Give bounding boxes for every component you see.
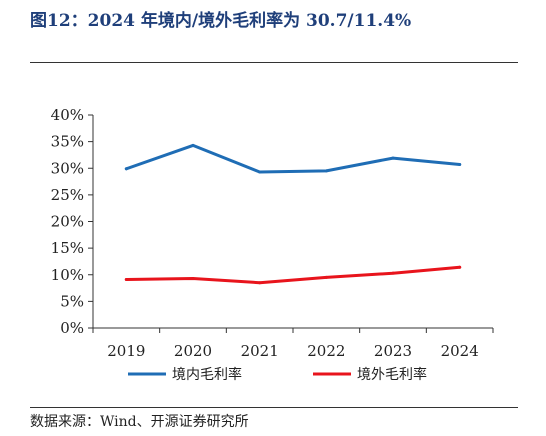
figure-title: 图12：2024 年境内/境外毛利率为 30.7/11.4% bbox=[30, 11, 412, 31]
x-tick-label: 2019 bbox=[107, 342, 145, 360]
data-point bbox=[258, 281, 262, 285]
y-tick-label: 20% bbox=[51, 213, 84, 231]
series-lines bbox=[124, 143, 462, 285]
data-point bbox=[324, 169, 328, 173]
series-line-2 bbox=[124, 265, 462, 285]
data-point bbox=[191, 143, 195, 147]
line-chart: 0%5%10%15%20%25%30%35%40% 2019 2020 2021 20… bbox=[51, 106, 494, 383]
y-tick-label: 25% bbox=[51, 186, 84, 204]
data-point bbox=[391, 271, 395, 275]
y-tick-label: 10% bbox=[51, 266, 84, 284]
bottom-rule bbox=[30, 407, 518, 408]
data-point bbox=[458, 163, 462, 167]
data-point bbox=[458, 265, 462, 269]
x-tick-label: 2023 bbox=[374, 342, 412, 360]
x-axis-ticks: 2019 2020 2021 2022 2023 2024 bbox=[92, 328, 494, 360]
legend: 境内毛利率 境外毛利率 bbox=[128, 366, 427, 383]
data-point bbox=[324, 275, 328, 279]
x-tick-label: 2022 bbox=[307, 342, 345, 360]
data-point bbox=[391, 156, 395, 160]
top-rule bbox=[30, 62, 518, 63]
y-axis-ticks: 0% 5% 10% 15% 20% 25% 30% 35% 40% bbox=[51, 106, 93, 337]
y-tick-label: 40% bbox=[51, 106, 84, 124]
y-tick-label: 0% bbox=[60, 319, 84, 337]
data-point bbox=[258, 170, 262, 174]
legend-label-1: 境内毛利率 bbox=[172, 366, 242, 383]
x-tick-label: 2024 bbox=[441, 342, 479, 360]
x-tick-label: 2020 bbox=[174, 342, 212, 360]
y-tick-label: 15% bbox=[51, 239, 84, 257]
source-note: 数据来源：Wind、开源证券研究所 bbox=[30, 414, 249, 430]
legend-label-2: 境外毛利率 bbox=[357, 366, 427, 383]
x-tick-label: 2021 bbox=[241, 342, 279, 360]
y-tick-label: 35% bbox=[51, 133, 84, 151]
data-point bbox=[191, 276, 195, 280]
chart-axes bbox=[92, 115, 493, 329]
data-point bbox=[124, 167, 128, 171]
series-line-1 bbox=[124, 143, 462, 174]
y-tick-label: 5% bbox=[60, 292, 84, 310]
data-point bbox=[124, 278, 128, 282]
y-tick-label: 30% bbox=[51, 159, 84, 177]
